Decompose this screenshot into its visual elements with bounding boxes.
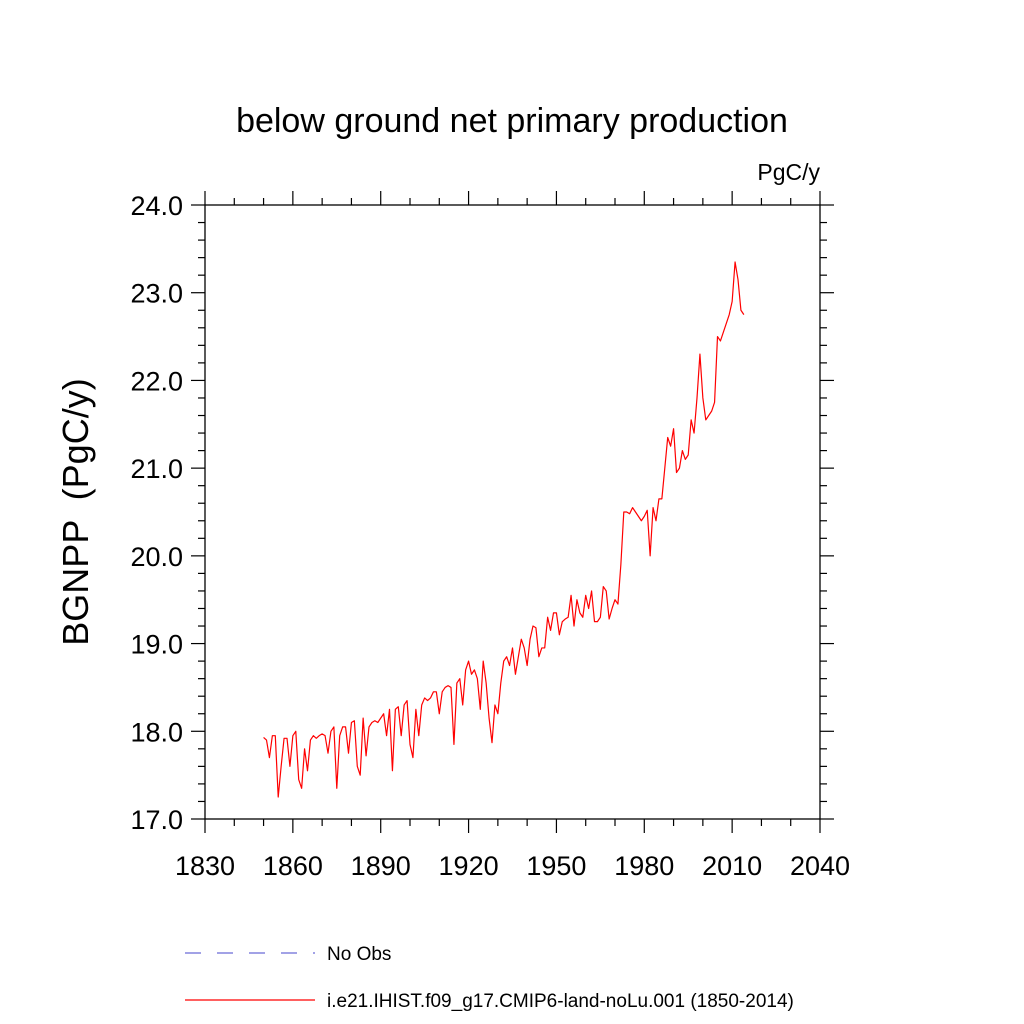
y-tick-label: 21.0 bbox=[130, 454, 183, 484]
y-tick-label: 24.0 bbox=[130, 191, 183, 221]
y-tick-label: 23.0 bbox=[130, 279, 183, 309]
series-line-1 bbox=[263, 261, 745, 798]
chart-title: below ground net primary production bbox=[236, 102, 788, 140]
y-axis-title: BGNPP (PgC/y) bbox=[55, 378, 96, 645]
x-tick-label: 2010 bbox=[702, 851, 762, 881]
x-tick-label: 1860 bbox=[263, 851, 323, 881]
axis-ticks: 1830 1860 1890 1920 1950 1980 2010 2040 17.0 18.0… bbox=[130, 191, 850, 881]
legend-label: No Obs bbox=[327, 944, 391, 965]
y-tick-label: 20.0 bbox=[130, 542, 183, 572]
y-tick-label: 19.0 bbox=[130, 630, 183, 660]
x-tick-label: 2040 bbox=[790, 851, 850, 881]
units-label: PgC/y bbox=[757, 159, 820, 185]
legend-label: i.e21.IHIST.f09_g17.CMIP6-land-noLu.001 … bbox=[327, 991, 794, 1012]
x-tick-label: 1830 bbox=[175, 851, 235, 881]
x-tick-label: 1920 bbox=[439, 851, 499, 881]
legend: No Obs i.e21.IHIST.f09_g17.CMIP6-land-noL… bbox=[185, 944, 794, 1012]
x-tick-label: 1950 bbox=[526, 851, 586, 881]
x-tick-label: 1980 bbox=[614, 851, 674, 881]
y-tick-label: 17.0 bbox=[130, 805, 183, 835]
y-tick-label: 18.0 bbox=[130, 717, 183, 747]
plot-lines bbox=[263, 261, 745, 798]
plot-frame bbox=[204, 204, 821, 820]
y-tick-label: 22.0 bbox=[130, 366, 183, 396]
x-tick-label: 1890 bbox=[351, 851, 411, 881]
